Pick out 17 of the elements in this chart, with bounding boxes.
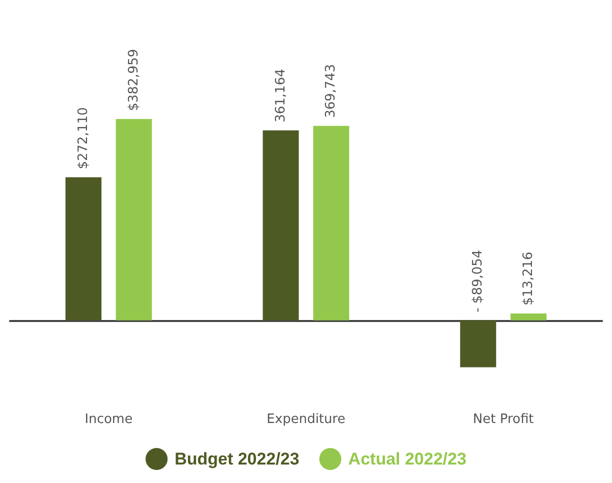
bar (510, 313, 547, 320)
legend-label: Budget 2022/23 (174, 450, 300, 468)
x-tick-label: Net Profit (472, 412, 534, 427)
x-tick-label: Expenditure (266, 412, 346, 427)
x-tick-label: Income (84, 412, 133, 427)
data-label: $272,110 (76, 107, 91, 170)
legend-label: Actual 2022/23 (348, 450, 466, 468)
data-label: - $89,054 (470, 250, 486, 312)
data-label: 369,743 (324, 64, 339, 118)
bar (313, 126, 350, 320)
data-label: $13,216 (521, 252, 536, 306)
bar (116, 118, 152, 320)
bar (65, 177, 102, 320)
bar (262, 130, 299, 320)
data-label: 361,164 (273, 68, 288, 122)
data-label: $382,959 (126, 48, 142, 111)
bar (460, 320, 496, 368)
